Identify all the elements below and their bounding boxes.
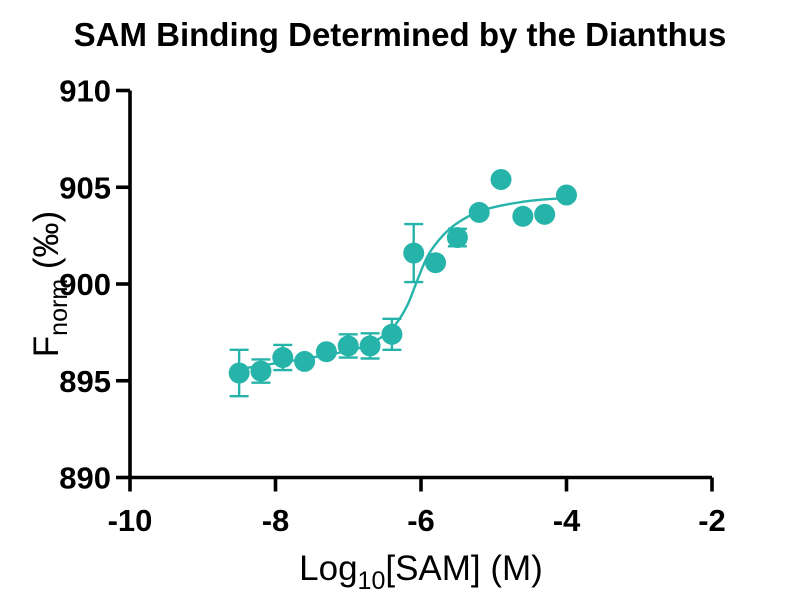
y-axis-title-suffix: (‰): [27, 211, 66, 279]
y-axis-title-prefix: F: [27, 336, 66, 357]
data-point-marker: [403, 242, 425, 264]
x-tick-label: -4: [553, 503, 581, 538]
y-tick-label: 910: [59, 74, 111, 109]
axes: -10 -8 -6 -4 -2 890 895 900 905 910: [59, 74, 726, 539]
data-point-marker: [272, 347, 294, 369]
x-tick-label: -8: [262, 503, 290, 538]
data-point-marker: [468, 201, 490, 223]
data-point-marker: [294, 350, 316, 372]
axis-spines: [128, 90, 712, 480]
y-tick-label: 895: [59, 364, 111, 399]
x-axis-title-prefix: Log: [299, 549, 357, 588]
x-axis-title-subscript: 10: [358, 567, 386, 595]
data-point-marker: [337, 335, 359, 357]
y-tick-label: 905: [59, 170, 111, 205]
data-point-marker: [359, 335, 381, 357]
data-point-marker: [490, 169, 512, 191]
data-point-marker: [446, 227, 468, 249]
x-tick-label: -6: [407, 503, 435, 538]
data-point-marker: [315, 341, 337, 363]
data-point-marker: [228, 362, 250, 384]
data-point-marker: [381, 323, 403, 345]
data-point-marker: [534, 203, 556, 225]
x-tick-label: -2: [698, 503, 726, 538]
data-point-marker: [512, 205, 534, 227]
data-point-marker: [556, 184, 577, 206]
y-tick-label: 890: [59, 461, 111, 496]
y-axis-ticks: 890 895 900 905 910: [59, 74, 130, 496]
y-tick-label: 900: [59, 267, 111, 302]
x-axis-ticks: -10 -8 -6 -4 -2: [108, 477, 726, 538]
data-points: [228, 169, 577, 384]
x-axis-title: Log10[SAM] (M): [299, 549, 543, 595]
x-axis-title-suffix: [SAM] (M): [385, 549, 542, 588]
y-axis-title: Fnorm (‰): [27, 211, 73, 357]
data-point-marker: [425, 252, 447, 274]
data-point-marker: [250, 360, 272, 382]
y-axis-title-subscript: norm: [45, 279, 73, 336]
x-tick-label: -10: [108, 503, 153, 538]
chart-title: SAM Binding Determined by the Dianthus: [74, 16, 727, 53]
